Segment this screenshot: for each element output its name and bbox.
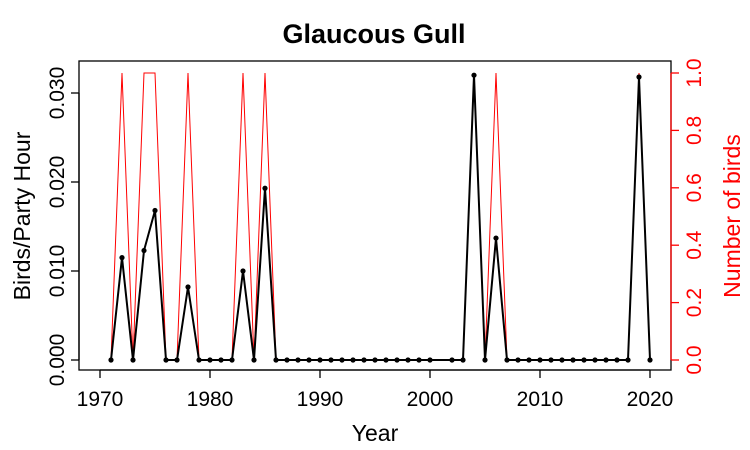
data-point [427, 357, 433, 363]
data-point [647, 357, 653, 363]
x-axis: 1970 1980 1990 2000 2010 2020 [77, 369, 674, 411]
data-point [130, 357, 136, 363]
data-point [559, 357, 565, 363]
data-point [460, 357, 466, 363]
y-axis-label-right: Number of birds [719, 134, 745, 298]
data-point [251, 357, 257, 363]
data-point [471, 72, 477, 78]
series-line-birds-per-party-hour [110, 75, 651, 361]
data-point [526, 357, 532, 363]
data-point [141, 247, 147, 254]
data-point [581, 357, 587, 363]
data-point [295, 357, 301, 363]
x-tick-label: 1990 [297, 388, 344, 411]
data-point [361, 357, 367, 363]
x-tick-label: 2020 [627, 388, 674, 411]
y-axis-label-left: Birds/Party Hour [9, 131, 35, 300]
data-point [350, 357, 356, 363]
data-point [163, 357, 169, 363]
y-tick-label-left: 0.000 [46, 334, 69, 387]
data-point [108, 357, 114, 363]
data-point [548, 357, 554, 363]
y-tick-label-right: 0.2 [683, 288, 706, 317]
data-point [515, 357, 521, 363]
y-tick-label-right: 0.4 [683, 230, 706, 260]
data-point [317, 357, 323, 363]
data-point [614, 357, 620, 363]
y-axis-right: 0.0 0.2 0.4 0.6 0.8 1.0 [670, 58, 706, 375]
data-point [592, 357, 598, 363]
y-tick-label-left: 0.030 [46, 67, 69, 120]
y-tick-label-right: 0.6 [683, 173, 706, 202]
data-point [262, 185, 268, 191]
chart-title: Glaucous Gull [282, 19, 465, 49]
data-point [339, 357, 345, 363]
data-point [636, 74, 642, 80]
data-point [196, 357, 202, 363]
data-point [328, 357, 334, 363]
y-tick-label-left: 0.010 [46, 245, 69, 298]
data-point [537, 357, 543, 363]
y-tick-label-left: 0.020 [46, 156, 69, 209]
y-axis-left: 0.000 0.010 0.020 0.030 [46, 67, 80, 387]
data-point [229, 357, 235, 363]
x-tick-label: 1970 [77, 388, 124, 411]
data-point [119, 255, 125, 261]
data-point [218, 357, 224, 363]
data-point [449, 357, 455, 363]
y-tick-label-right: 0.0 [683, 345, 706, 374]
data-point [482, 357, 488, 363]
data-point [570, 357, 576, 363]
x-tick-label: 2000 [407, 388, 454, 411]
data-point [394, 357, 400, 363]
x-tick-label: 2010 [517, 388, 564, 411]
data-point [405, 357, 411, 363]
data-point [306, 357, 312, 363]
x-tick-label: 1980 [187, 388, 234, 411]
data-point [174, 357, 180, 363]
data-point [493, 235, 499, 241]
data-point [207, 357, 213, 363]
data-point [383, 357, 389, 363]
data-point [284, 357, 290, 363]
plot-frame [78, 60, 672, 371]
data-point [372, 357, 378, 363]
y-tick-label-right: 0.8 [683, 116, 706, 145]
data-point [185, 284, 191, 290]
data-point [240, 268, 246, 274]
y-tick-label-right: 1.0 [683, 58, 706, 87]
data-point [625, 357, 631, 363]
data-point [416, 357, 422, 363]
data-point [504, 357, 510, 363]
data-point [152, 207, 158, 214]
x-axis-label: Year [352, 420, 399, 446]
series-layer [108, 72, 653, 363]
data-point [603, 357, 609, 363]
data-point [273, 357, 279, 363]
